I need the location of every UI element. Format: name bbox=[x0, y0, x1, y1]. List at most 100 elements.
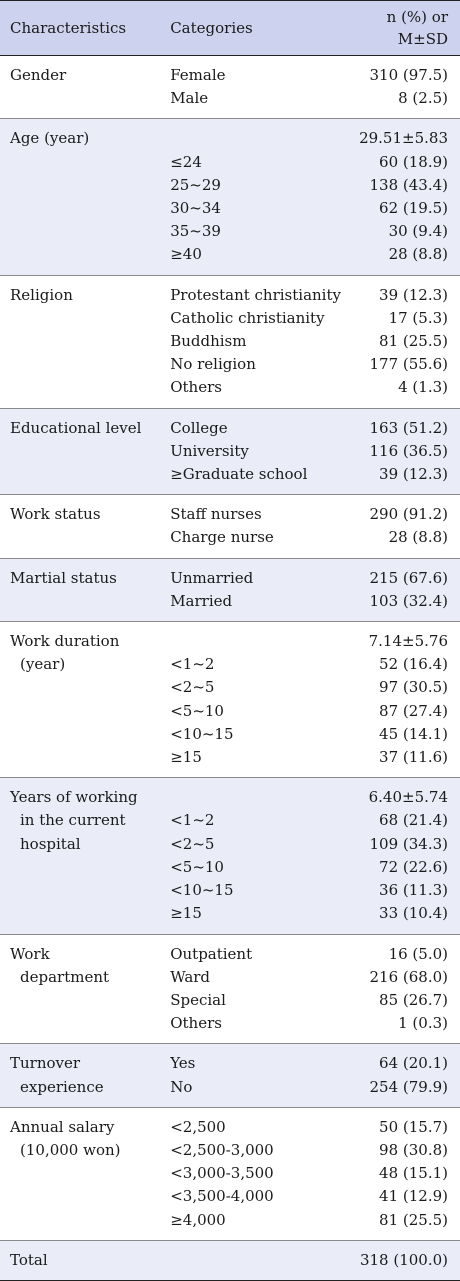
table-body: Gender Female Male 310 (97.5) 8 (2.5) Age (ye… bbox=[0, 55, 460, 1281]
category-cell-line: <1~2 bbox=[170, 655, 215, 674]
category-cell-line: ≥15 bbox=[170, 904, 202, 923]
value-cell-line: 97 (30.5) bbox=[379, 678, 448, 697]
category-cell-line: ≥Graduate school bbox=[170, 465, 308, 484]
table-row: Age (year) ≤24 25~29 30~34 35~39 ≥40 29.51±5.… bbox=[0, 118, 460, 276]
value-cell: 6.40±5.74 68 (21.4) 109 (34.3) 72 (22.6) 36 … bbox=[359, 777, 460, 935]
category-cell-line: University bbox=[170, 441, 249, 460]
row-label: Turnover experience bbox=[0, 1043, 171, 1108]
row-label: Educational level bbox=[0, 408, 171, 496]
value-cell-line: 177 (55.6) bbox=[369, 355, 448, 374]
category-cell: <1~2 <2~5 <5~10 <10~15 ≥15 bbox=[170, 621, 360, 779]
value-cell: 163 (51.2) 116 (36.5) 39 (12.3) bbox=[359, 408, 460, 496]
category-cell-line: <3,500-4,000 bbox=[170, 1187, 274, 1206]
value-cell-line: 7.14±5.76 bbox=[368, 632, 448, 651]
category-cell: Staff nurses Charge nurse bbox=[170, 494, 360, 559]
value-cell: 16 (5.0) 216 (68.0) 85 (26.7) 1 (0.3) bbox=[359, 934, 460, 1045]
row-label-line: Years of working bbox=[10, 788, 138, 807]
value-cell-line: 98 (30.8) bbox=[379, 1140, 448, 1159]
category-cell-line: College bbox=[170, 418, 228, 437]
value-cell-line: 1 (0.3) bbox=[398, 1014, 448, 1033]
row-label-line: Annual salary bbox=[10, 1117, 115, 1136]
category-cell-line: ≥40 bbox=[170, 245, 202, 264]
category-cell-line: Male bbox=[170, 89, 209, 108]
value-cell-line: 39 (12.3) bbox=[379, 285, 448, 304]
category-cell-line: <10~15 bbox=[170, 724, 234, 743]
category-cell-line: <1~2 bbox=[170, 811, 215, 830]
category-cell: Unmarried Married bbox=[170, 558, 360, 623]
table-row: Work status Staff nurses Charge nurse 290 (… bbox=[0, 494, 460, 559]
category-cell-line: <2,500 bbox=[170, 1117, 226, 1136]
row-label: Age (year) bbox=[0, 118, 171, 276]
category-cell-line: Married bbox=[170, 591, 233, 610]
row-label: Martial status bbox=[0, 558, 171, 623]
category-cell-line: Catholic christianity bbox=[170, 308, 325, 327]
row-label: Work department bbox=[0, 934, 171, 1045]
category-cell-line: Charge nurse bbox=[170, 528, 274, 547]
value-cell-line: 85 (26.7) bbox=[379, 990, 448, 1009]
category-cell-line bbox=[170, 630, 359, 653]
category-cell-line: <2~5 bbox=[170, 678, 215, 697]
category-cell-line: Yes bbox=[170, 1054, 196, 1073]
value-cell-line: 29.51±5.83 bbox=[359, 129, 448, 148]
row-label-line: experience bbox=[20, 1077, 104, 1096]
header-characteristics: Characteristics bbox=[0, 0, 171, 56]
value-cell-line: 138 (43.4) bbox=[369, 175, 448, 194]
value-cell-line: 48 (15.1) bbox=[379, 1164, 448, 1183]
table-row: Martial status Unmarried Married 215 (67.6)… bbox=[0, 558, 460, 623]
category-cell: Yes No bbox=[170, 1043, 360, 1108]
category-cell-line: ≥15 bbox=[170, 748, 202, 767]
value-cell-line: 72 (22.6) bbox=[379, 857, 448, 876]
value-cell-line: 116 (36.5) bbox=[369, 441, 448, 460]
value-cell-line: 41 (12.9) bbox=[379, 1187, 448, 1206]
value-cell: 318 (100.0) bbox=[359, 1240, 460, 1281]
value-cell: 50 (15.7) 98 (30.8) 48 (15.1) 41 (12.9) 81 (… bbox=[359, 1107, 460, 1241]
value-cell-line: 254 (79.9) bbox=[369, 1077, 448, 1096]
row-label: Years of working in the current hospital bbox=[0, 777, 171, 935]
category-cell-line: Buddhism bbox=[170, 332, 247, 351]
category-cell-line bbox=[170, 1249, 359, 1272]
category-cell-line: Protestant christianity bbox=[170, 285, 341, 304]
category-cell-line: Female bbox=[170, 66, 226, 84]
category-cell-line bbox=[170, 127, 359, 150]
table-row: Gender Female Male 310 (97.5) 8 (2.5) bbox=[0, 55, 460, 120]
row-label-line: in the current bbox=[20, 811, 126, 830]
table-row: Annual salary (10,000 won) <2,500 <2,500-3,… bbox=[0, 1107, 460, 1241]
value-cell-line: 103 (32.4) bbox=[369, 591, 448, 610]
table-row: Religion Protestant christianity Catholic … bbox=[0, 275, 460, 409]
value-cell-line: 290 (91.2) bbox=[369, 505, 448, 524]
row-label-line: Martial status bbox=[10, 568, 117, 587]
category-cell-line: <10~15 bbox=[170, 881, 234, 900]
value-cell: 64 (20.1) 254 (79.9) bbox=[359, 1043, 460, 1108]
value-cell-line: 33 (10.4) bbox=[379, 904, 448, 923]
category-cell-line: ≥4,000 bbox=[170, 1210, 226, 1229]
value-cell: 29.51±5.83 60 (18.9) 138 (43.4) 62 (19.5) 30… bbox=[359, 118, 460, 276]
table-row: Years of working in the current hospital <… bbox=[0, 777, 460, 935]
category-cell-line: Unmarried bbox=[170, 568, 254, 587]
table-row: Turnover experience Yes No 64 (20.1) 254 (79.… bbox=[0, 1043, 460, 1108]
row-label: Annual salary (10,000 won) bbox=[0, 1107, 171, 1241]
value-cell-line: 45 (14.1) bbox=[379, 724, 448, 743]
row-label-line: Religion bbox=[10, 285, 73, 304]
category-cell-line: 25~29 bbox=[170, 175, 221, 194]
value-cell: 7.14±5.76 52 (16.4) 97 (30.5) 87 (27.4) 45 (… bbox=[359, 621, 460, 779]
row-label-line: Work status bbox=[10, 505, 101, 524]
category-cell: ≤24 25~29 30~34 35~39 ≥40 bbox=[170, 118, 360, 276]
value-cell-line: 28 (8.8) bbox=[388, 245, 448, 264]
category-cell-line: Ward bbox=[170, 967, 211, 986]
category-cell-line: 35~39 bbox=[170, 222, 221, 241]
category-cell: College University ≥Graduate school bbox=[170, 408, 360, 496]
value-cell-line: 68 (21.4) bbox=[379, 811, 448, 830]
value-cell: 310 (97.5) 8 (2.5) bbox=[359, 55, 460, 120]
row-label: Total bbox=[0, 1240, 171, 1281]
row-label-line: Turnover bbox=[10, 1054, 81, 1073]
category-cell-line: Special bbox=[170, 990, 226, 1009]
value-cell-line: 215 (67.6) bbox=[369, 568, 448, 587]
row-label-line: Work duration bbox=[10, 632, 120, 651]
value-cell-line: 87 (27.4) bbox=[379, 701, 448, 720]
value-cell-line: 318 (100.0) bbox=[359, 1250, 448, 1269]
table-header: Characteristics Categories n (%) or M±SD bbox=[0, 0, 460, 56]
value-cell-line: 163 (51.2) bbox=[369, 418, 448, 437]
value-cell-line: 62 (19.5) bbox=[379, 199, 448, 218]
value-cell-line: 37 (11.6) bbox=[379, 748, 448, 767]
value-cell-line: 17 (5.3) bbox=[388, 308, 448, 327]
